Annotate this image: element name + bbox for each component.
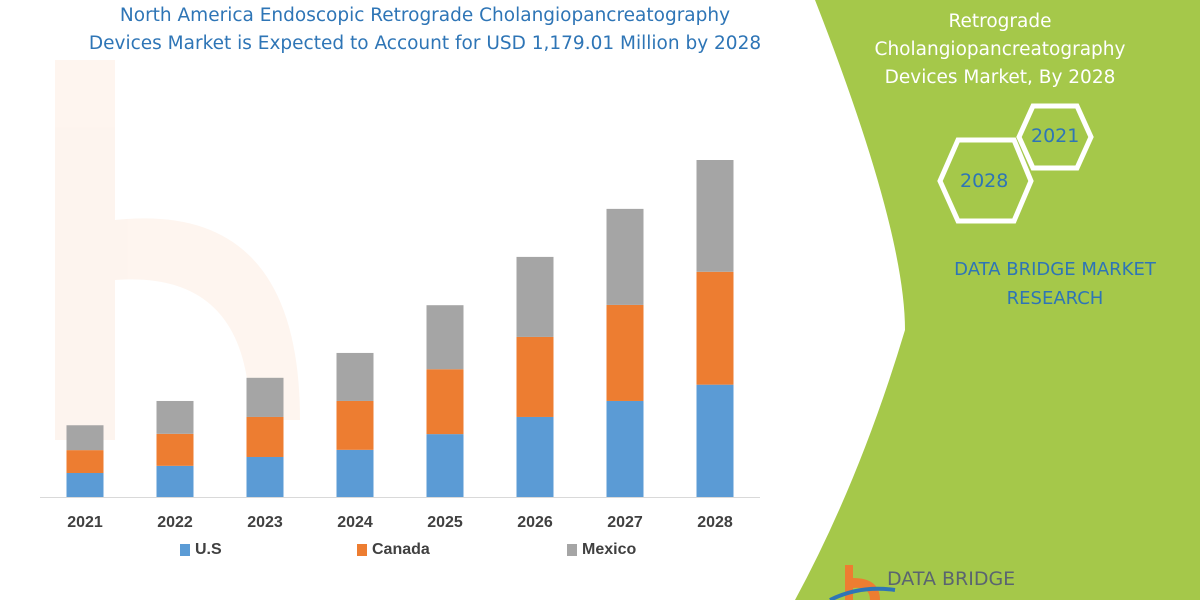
hex-label-2028: 2028 [960, 170, 1009, 192]
x-tick-label: 2027 [607, 514, 643, 531]
bar-canada-2025 [426, 369, 464, 435]
bar-us-2021 [66, 472, 104, 497]
legend-item-canada: Canada [357, 541, 430, 559]
legend-swatch-us [180, 544, 190, 556]
bar-mexico-2025 [426, 305, 464, 370]
hexagon-2021 [1016, 103, 1094, 171]
legend-label-us: U.S [195, 541, 222, 558]
bar-canada-2022 [156, 433, 194, 466]
title-line-2: Devices Market is Expected to Account fo… [88, 33, 762, 54]
bar-canada-2023 [246, 416, 284, 457]
bar-mexico-2024 [336, 352, 374, 401]
x-tick-label: 2026 [517, 514, 553, 531]
legend-label-canada: Canada [372, 541, 430, 558]
bar-us-2024 [336, 449, 374, 497]
legend-label-mexico: Mexico [582, 541, 637, 558]
bar-us-2028 [696, 384, 734, 497]
bar-canada-2024 [336, 400, 374, 450]
watermark-logo [55, 60, 300, 440]
panel-title: Retrograde Cholangiopancreatography Devi… [810, 8, 1190, 92]
bar-us-2022 [156, 465, 194, 497]
legend-item-us: U.S [180, 541, 222, 559]
bar-us-2025 [426, 434, 464, 497]
bar-us-2026 [516, 416, 554, 497]
brand-text: DATA BRIDGE MARKET RESEARCH [900, 255, 1200, 313]
hex-label-2021: 2021 [1031, 125, 1080, 147]
bar-canada-2021 [66, 450, 104, 473]
legend-swatch-mexico [567, 544, 577, 556]
bar-mexico-2027 [606, 208, 644, 305]
panel-title-line-3: Devices Market, By 2028 [884, 67, 1116, 88]
chart-title: North America Endoscopic Retrograde Chol… [40, 2, 810, 58]
x-tick-label: 2025 [427, 514, 463, 531]
bar-mexico-2026 [516, 256, 554, 337]
legend-swatch-canada [357, 544, 367, 556]
x-tick-label: 2021 [67, 514, 103, 531]
green-panel [795, 0, 1200, 600]
brand-line-2: RESEARCH [1006, 288, 1104, 309]
bar-mexico-2021 [66, 425, 104, 451]
bar-canada-2026 [516, 336, 554, 417]
bars [66, 160, 734, 497]
brand-line-1: DATA BRIDGE MARKET [954, 259, 1156, 280]
bar-mexico-2028 [696, 160, 734, 272]
logo-text: DATA BRIDGE [887, 568, 1016, 590]
bar-us-2023 [246, 456, 284, 497]
bar-canada-2028 [696, 271, 734, 385]
x-tick-label: 2023 [247, 514, 283, 531]
bar-canada-2027 [606, 304, 644, 401]
bar-mexico-2023 [246, 377, 284, 417]
x-tick-label: 2024 [337, 514, 373, 531]
panel-title-line-1: Retrograde [948, 11, 1052, 32]
bar-mexico-2022 [156, 400, 194, 434]
logo-icon [829, 565, 896, 600]
hexagon-2028 [937, 137, 1034, 224]
title-line-1: North America Endoscopic Retrograde Chol… [119, 5, 731, 26]
bar-us-2027 [606, 400, 644, 497]
x-tick-label: 2022 [157, 514, 193, 531]
x-tick-label: 2028 [697, 514, 733, 531]
panel-title-line-2: Cholangiopancreatography [874, 39, 1126, 60]
legend-item-mexico: Mexico [567, 541, 636, 559]
